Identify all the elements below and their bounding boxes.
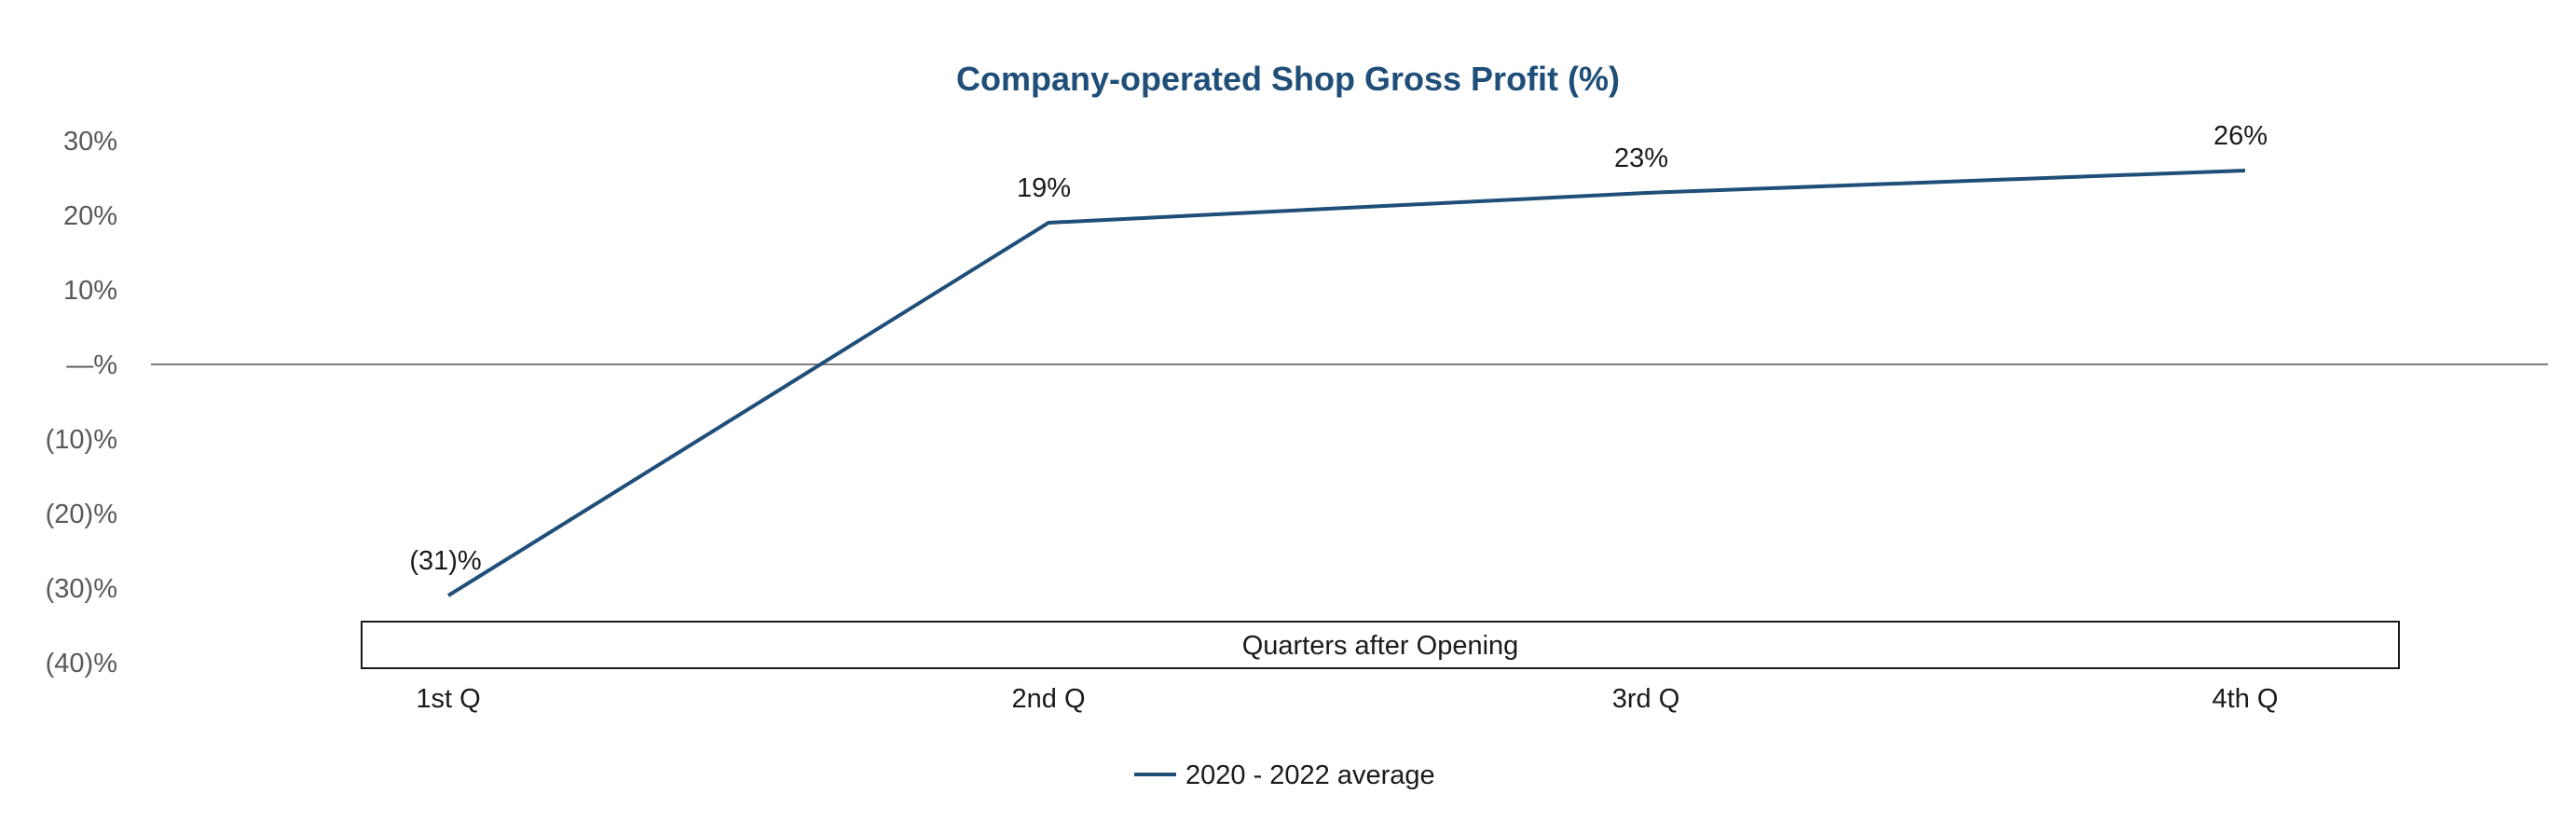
y-tick-label: (20)%	[46, 500, 117, 529]
legend: 2020 - 2022 average	[1134, 760, 1435, 790]
chart-title: Company-operated Shop Gross Profit (%)	[956, 60, 1620, 98]
data-label: (31)%	[409, 546, 481, 576]
y-tick-label: 20%	[63, 201, 117, 231]
category-box-frame	[361, 621, 2400, 669]
data-label: 19%	[1017, 173, 1071, 203]
series-group	[446, 169, 2246, 597]
y-tick-label: 30%	[63, 127, 117, 157]
y-tick-label: 10%	[63, 276, 117, 306]
y-tick-label: —%	[66, 350, 117, 380]
data-label: 23%	[1614, 144, 1668, 173]
x-tick-label: 4th Q	[2213, 684, 2279, 714]
x-axis-labels: 1st Q 2nd Q 3rd Q 4th Q	[416, 684, 2278, 714]
y-axis-ticks: 30% 20% 10% —% (10)% (20)% (30)% (40)%	[46, 127, 117, 678]
x-tick-label: 2nd Q	[1012, 684, 1086, 714]
y-tick-label: (10)%	[46, 425, 117, 455]
y-tick-label: (40)%	[46, 649, 117, 678]
data-label: 26%	[2213, 121, 2268, 151]
x-tick-label: 3rd Q	[1612, 684, 1680, 714]
data-labels: (31)% 19% 23% 26%	[409, 121, 2268, 576]
series-line	[446, 169, 2246, 597]
quarters-after-opening-box: Quarters after Opening	[361, 621, 2400, 669]
x-tick-label: 1st Q	[416, 684, 480, 714]
legend-label: 2020 - 2022 average	[1185, 760, 1435, 790]
category-box-label: Quarters after Opening	[1242, 631, 1519, 661]
y-tick-label: (30)%	[46, 574, 117, 604]
